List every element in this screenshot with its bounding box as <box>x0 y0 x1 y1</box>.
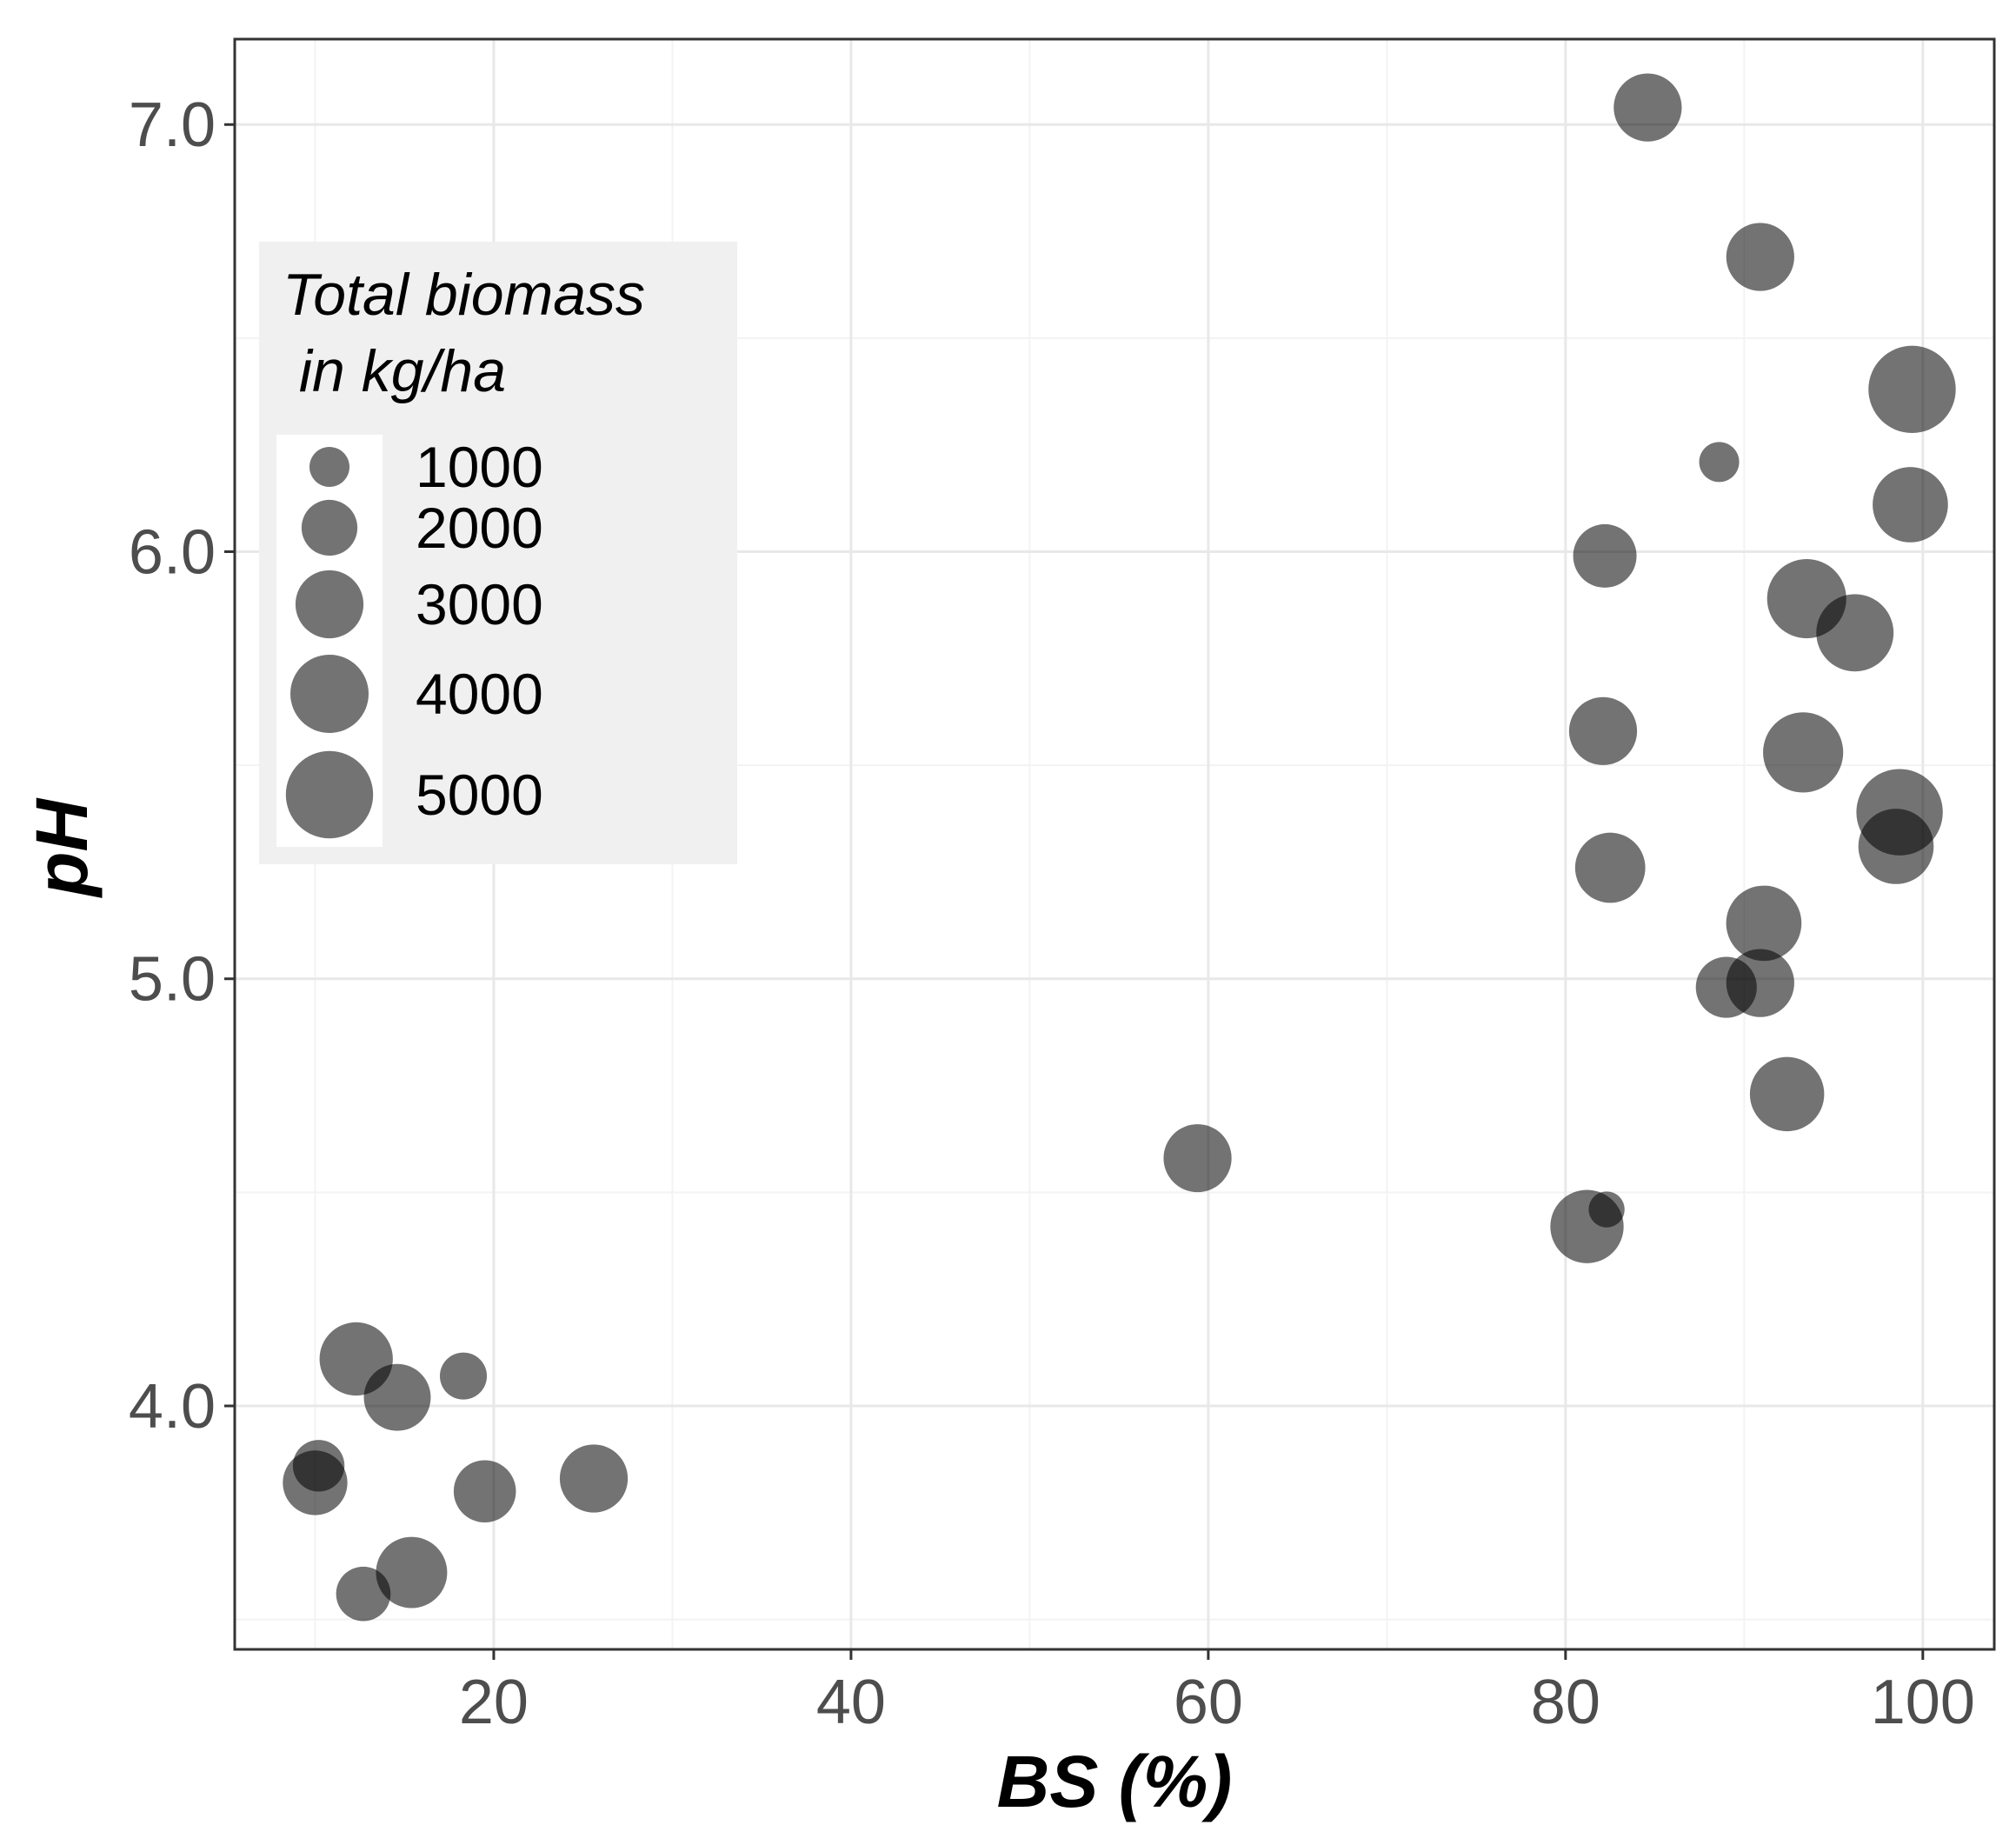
legend-title-line1: Total biomass <box>283 262 645 328</box>
legend-size-key <box>290 655 369 733</box>
data-point <box>1816 594 1894 672</box>
x-tick-label: 40 <box>816 1668 886 1737</box>
axis-ticks: 20 40 60 80 100 4.0 5.0 6.0 7.0 <box>129 90 1975 1737</box>
data-point <box>283 1450 348 1515</box>
y-tick-label: 6.0 <box>129 517 216 587</box>
data-point <box>453 1460 516 1523</box>
data-point <box>1873 467 1948 543</box>
data-point <box>559 1444 629 1513</box>
data-point <box>1726 885 1802 962</box>
data-point <box>1613 73 1682 142</box>
data-point <box>1574 832 1646 903</box>
y-axis-title: pH <box>21 797 103 898</box>
plot-border <box>233 37 1996 1651</box>
data-point <box>376 1536 448 1609</box>
legend-entry-label: 1000 <box>416 435 543 499</box>
data-point <box>1749 1056 1825 1132</box>
data-point <box>363 1363 431 1431</box>
data-point <box>336 1566 391 1622</box>
y-tick-label: 4.0 <box>129 1372 216 1442</box>
legend-entry-label: 3000 <box>416 572 543 636</box>
data-point <box>1763 712 1844 793</box>
data-point <box>1568 696 1638 765</box>
legend-entry-label: 2000 <box>416 496 543 560</box>
x-tick-label: 20 <box>459 1668 529 1737</box>
data-point <box>439 1352 488 1400</box>
data-points <box>283 73 1956 1622</box>
legend-size-key <box>285 750 374 839</box>
data-point <box>1868 345 1956 434</box>
y-tick-label: 5.0 <box>129 945 216 1015</box>
data-point <box>1726 223 1794 291</box>
data-point <box>1699 442 1740 483</box>
legend-entry-label: 5000 <box>416 763 543 827</box>
legend-title-line2: in kg/ha <box>283 338 506 404</box>
data-point <box>1573 523 1637 588</box>
x-axis-title: BS (%) <box>997 1741 1233 1822</box>
x-tick-label: 60 <box>1174 1668 1243 1737</box>
x-tick-label: 100 <box>1871 1668 1975 1737</box>
legend-size-key <box>295 569 364 639</box>
data-point <box>1695 956 1757 1018</box>
legend-size-key <box>309 447 349 487</box>
y-tick-label: 7.0 <box>129 90 216 160</box>
x-tick-label: 80 <box>1531 1668 1600 1737</box>
legend-size-key <box>301 499 358 556</box>
data-point <box>1163 1123 1232 1193</box>
data-point <box>1588 1191 1625 1228</box>
data-point <box>1858 809 1934 884</box>
legend-entry-label: 4000 <box>416 662 543 726</box>
